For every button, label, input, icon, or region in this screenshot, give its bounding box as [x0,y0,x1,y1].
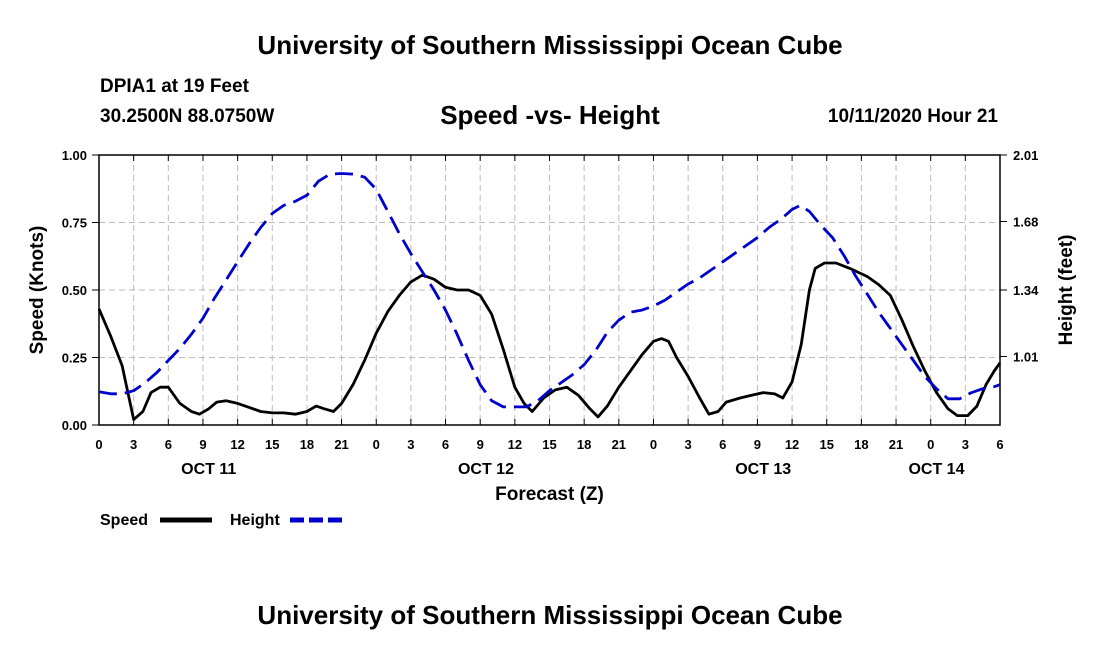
station-coordinates: 30.2500N 88.0750W [100,106,275,127]
x-tick-label: 18 [300,437,314,452]
x-tick-label: 18 [577,437,591,452]
series-height-line [98,172,1001,409]
x-tick-label: 18 [854,437,868,452]
series-speed-line [97,261,1002,421]
x-tick-label: 9 [754,437,761,452]
x-tick-label: 12 [508,437,522,452]
y-axis-left-label: Speed (Knots) [27,226,48,355]
y-left-tick-label: 0.50 [62,283,87,298]
x-axis-label: Forecast (Z) [495,484,604,505]
x-tick-label: 0 [650,437,657,452]
x-tick-label: 21 [334,437,348,452]
y-right-tick-label: 2.01 [1013,148,1038,163]
x-tick-label: 0 [927,437,934,452]
x-tick-label: 0 [95,437,102,452]
x-tick-label: 12 [230,437,244,452]
y-left-tick-label: 0.00 [62,418,87,433]
page-footer-title: University of Southern Mississippi Ocean… [257,600,843,630]
x-tick-label: 21 [612,437,626,452]
x-tick-label: 9 [477,437,484,452]
y-right-tick-label: 1.01 [1013,349,1038,364]
legend-height-label: Height [230,512,280,529]
axis-ticks [92,154,1007,426]
y-right-tick-label: 1.34 [1013,283,1039,298]
y-left-tick-label: 0.75 [62,216,87,231]
x-tick-label: 12 [785,437,799,452]
x-tick-label: 6 [165,437,172,452]
page-title: University of Southern Mississippi Ocean… [257,30,843,60]
x-date-label: OCT 13 [735,461,791,478]
forecast-datetime: 10/11/2020 Hour 21 [827,106,998,127]
x-date-label: OCT 12 [458,461,514,478]
x-date-label: OCT 11 [181,461,236,478]
axis-tick-labels: 0 3 6 9 12 15 18 21 0 3 6 9 12 15 18 21 0 3 6 9 12 15 18 21 0 3 6O… [62,148,1039,478]
y-left-tick-label: 1.00 [62,148,87,163]
legend-speed-label: Speed [100,512,148,529]
legend: Speed Height [100,512,343,529]
x-tick-label: 3 [962,437,969,452]
y-left-tick-label: 0.25 [62,351,87,366]
x-tick-label: 15 [265,437,279,452]
x-tick-label: 21 [889,437,903,452]
station-label: DPIA1 at 19 Feet [100,76,249,97]
x-tick-label: 9 [199,437,206,452]
chart-grid [99,155,1000,425]
x-date-label: OCT 14 [908,461,964,478]
x-tick-label: 15 [819,437,833,452]
y-axis-right-label: Height (feet) [1056,235,1077,346]
x-tick-label: 6 [996,437,1003,452]
x-tick-label: 0 [373,437,380,452]
chart-title: Speed -vs- Height [440,100,660,130]
x-tick-label: 3 [407,437,414,452]
y-right-tick-label: 1.68 [1013,214,1038,229]
x-tick-label: 6 [719,437,726,452]
x-tick-label: 15 [542,437,556,452]
x-tick-label: 3 [684,437,691,452]
x-tick-label: 3 [130,437,137,452]
x-tick-label: 6 [442,437,449,452]
